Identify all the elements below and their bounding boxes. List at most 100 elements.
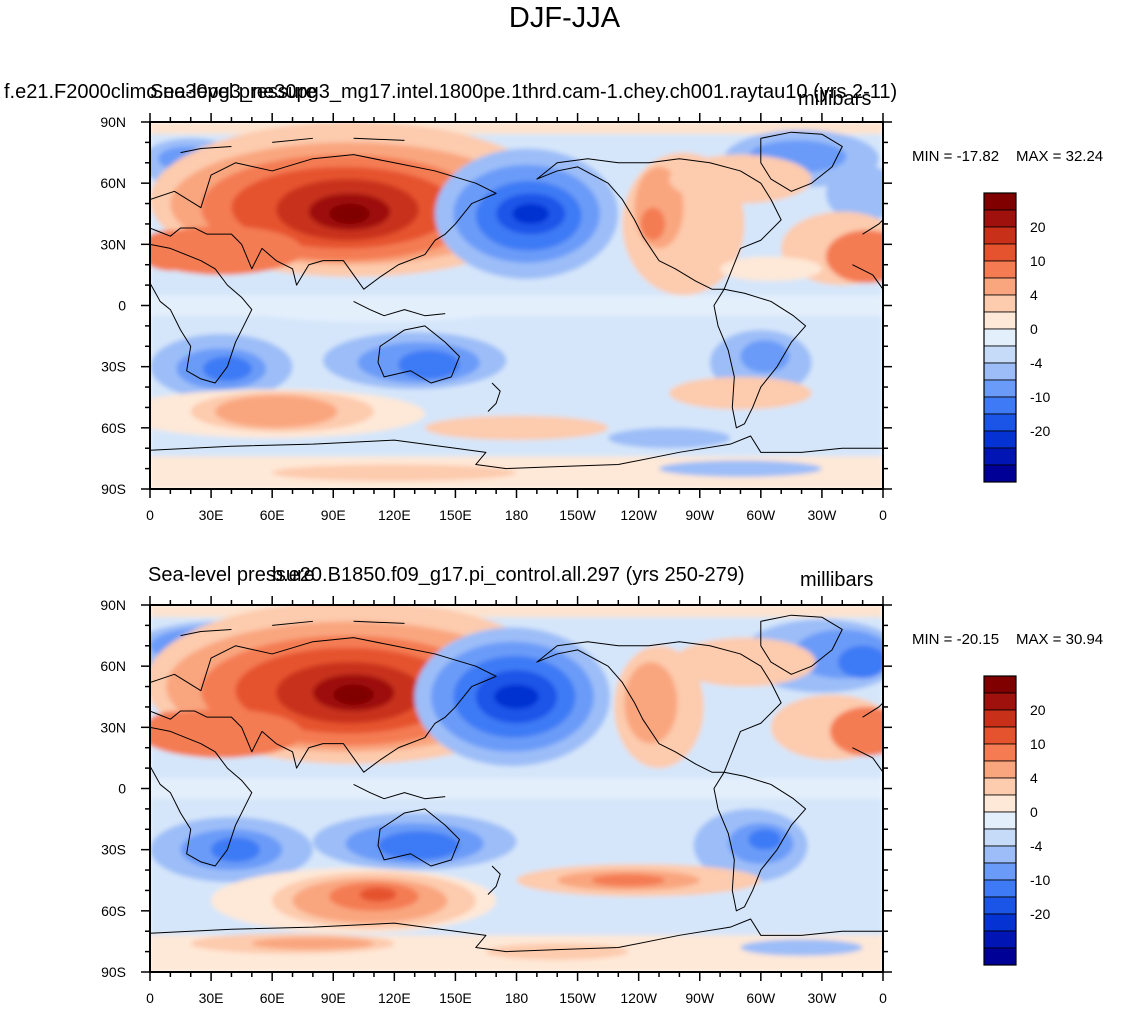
colorbar-label: -4 (1030, 838, 1043, 854)
lon-tick-label: 0 (146, 507, 154, 523)
colorbar-label: 10 (1030, 253, 1046, 269)
lon-tick-label: 180 (505, 990, 529, 1006)
colorbar-box (983, 879, 1017, 898)
colorbar-box (983, 243, 1017, 262)
lon-tick-label: 120W (620, 507, 657, 523)
lat-tick-label: 90N (100, 597, 126, 613)
colorbar-label: -20 (1030, 906, 1050, 922)
lat-tick-label: 30N (100, 719, 126, 735)
panel1-ticks: 0 30E 60E 90E 120E 150E 180 150W 120W 90W 60W 30W 0 9… (100, 113, 892, 523)
colorbar-box (983, 447, 1017, 466)
colorbar-box (983, 277, 1017, 296)
panel2-min-label: MIN = -20.15 (912, 631, 1000, 648)
colorbar-box (983, 328, 1017, 347)
colorbar-label: 0 (1030, 804, 1038, 820)
colorbar-label: -4 (1030, 355, 1043, 371)
panel2-units: millibars (800, 569, 874, 591)
colorbar-box (983, 294, 1017, 313)
panel2-ticks: 0 30E 60E 90E 120E 150E 180 150W 120W 90W 60W 30W 0 9… (100, 596, 892, 1006)
lat-tick-label: 30N (100, 236, 126, 252)
lon-tick-label: 90E (321, 507, 346, 523)
panel2-map (140, 605, 883, 972)
lon-tick-label: 60E (260, 990, 285, 1006)
colorbar-box (983, 260, 1017, 279)
lat-tick-label: 0 (118, 781, 126, 797)
panel2-left-title: Sea-level pressure (148, 564, 315, 586)
colorbar-label: -20 (1030, 423, 1050, 439)
lon-tick-label: 30E (199, 990, 224, 1006)
colorbar-box (983, 413, 1017, 432)
panel1-colorbar: 20 10 4 0 -4 -10 -20 (983, 192, 1050, 483)
panel2-coastlines (140, 615, 883, 951)
lon-tick-label: 150W (559, 990, 596, 1006)
colorbar-label: -10 (1030, 389, 1050, 405)
colorbar-box (983, 845, 1017, 864)
lon-tick-label: 120W (620, 990, 657, 1006)
lon-tick-label: 90W (685, 990, 715, 1006)
colorbar-box (983, 345, 1017, 364)
colorbar-box (983, 947, 1017, 966)
lat-tick-label: 60S (101, 420, 126, 436)
colorbar-box (983, 709, 1017, 728)
panel1-map (150, 122, 883, 489)
colorbar-box (983, 311, 1017, 330)
colorbar-box (983, 675, 1017, 694)
lon-tick-label: 60E (260, 507, 285, 523)
colorbar-box (983, 811, 1017, 830)
colorbar-box (983, 209, 1017, 228)
panel1-center-title: Sea-level pressure (150, 81, 317, 103)
lon-tick-label: 90W (685, 507, 715, 523)
panel2-colorbar: 20 10 4 0 -4 -10 -20 (983, 675, 1050, 966)
panel2-max-label: MAX = 30.94 (1016, 631, 1104, 648)
colorbar-box (983, 379, 1017, 398)
colorbar-box (983, 913, 1017, 932)
colorbar-label: 4 (1030, 287, 1038, 303)
panel1-min-label: MIN = -17.82 (912, 148, 1000, 165)
colorbar-box (983, 930, 1017, 949)
colorbar-box (983, 726, 1017, 745)
lon-tick-label: 150E (439, 507, 472, 523)
colorbar-label: 0 (1030, 321, 1038, 337)
lat-tick-label: 90N (100, 114, 126, 130)
colorbar-box (983, 464, 1017, 483)
colorbar-box (983, 192, 1017, 211)
colorbar-box (983, 692, 1017, 711)
colorbar-box (983, 828, 1017, 847)
lat-tick-label: 90S (101, 481, 126, 497)
colorbar-label: 20 (1030, 219, 1046, 235)
panel1-units: millibars (798, 88, 872, 110)
colorbar-label: 4 (1030, 770, 1038, 786)
lon-tick-label: 150W (559, 507, 596, 523)
lon-tick-label: 30E (199, 507, 224, 523)
panel1-contour-fill (150, 122, 883, 489)
lon-tick-label: 30W (808, 990, 838, 1006)
lat-tick-label: 30S (101, 842, 126, 858)
lat-tick-label: 60N (100, 175, 126, 191)
colorbar-box (983, 743, 1017, 762)
colorbar-label: -10 (1030, 872, 1050, 888)
lon-tick-label: 120E (378, 990, 411, 1006)
lon-tick-label: 60W (746, 990, 776, 1006)
panel1-max-label: MAX = 32.24 (1016, 148, 1104, 165)
lon-tick-label: 30W (808, 507, 838, 523)
colorbar-box (983, 896, 1017, 915)
colorbar-box (983, 862, 1017, 881)
colorbar-box (983, 362, 1017, 381)
panel2-center-title: b.e20.B1850.f09_g17.pi_control.all.297 (… (272, 564, 745, 586)
lon-tick-label: 60W (746, 507, 776, 523)
colorbar-box (983, 794, 1017, 813)
colorbar-box (983, 777, 1017, 796)
colorbar-box (983, 226, 1017, 245)
colorbar-label: 20 (1030, 702, 1046, 718)
lon-tick-label: 0 (879, 507, 887, 523)
lon-tick-label: 0 (146, 990, 154, 1006)
colorbar-box (983, 430, 1017, 449)
lon-tick-label: 0 (879, 990, 887, 1006)
colorbar-label: 10 (1030, 736, 1046, 752)
lat-tick-label: 90S (101, 964, 126, 980)
colorbar-box (983, 760, 1017, 779)
lon-tick-label: 120E (378, 507, 411, 523)
figure-title: DJF-JJA (508, 2, 621, 34)
lon-tick-label: 180 (505, 507, 529, 523)
